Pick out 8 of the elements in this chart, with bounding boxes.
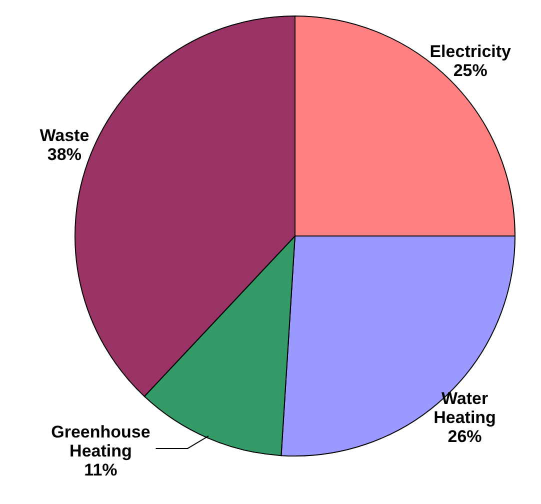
slice-label: Water Heating bbox=[434, 388, 496, 427]
slice-label: Electricity bbox=[430, 42, 512, 62]
data-label: 11% bbox=[84, 460, 118, 480]
slice-label: Waste bbox=[40, 126, 90, 146]
slice-label: Greenhouse Heating bbox=[51, 422, 150, 460]
data-label: 25% bbox=[453, 61, 488, 80]
data-label: 38% bbox=[47, 145, 82, 164]
data-label: 26% bbox=[448, 426, 482, 446]
